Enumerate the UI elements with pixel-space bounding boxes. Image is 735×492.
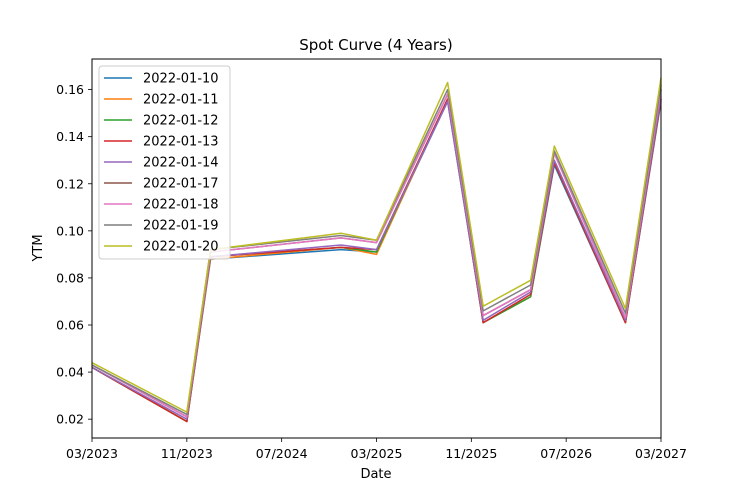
y-tick-label-3: 0.08: [56, 270, 84, 285]
y-tick-label-0: 0.02: [56, 412, 84, 427]
x-axis-label: Date: [360, 467, 391, 482]
legend-label-7: 2022-01-19: [143, 219, 219, 234]
legend-label-2: 2022-01-12: [143, 114, 219, 129]
x-tick-label-5: 07/2026: [540, 446, 592, 461]
y-tick-label-2: 0.06: [56, 318, 84, 333]
y-tick-label-1: 0.04: [56, 365, 84, 380]
x-tick-label-4: 11/2025: [445, 446, 497, 461]
x-tick-label-0: 03/2023: [66, 446, 118, 461]
plot-lines: [91, 77, 662, 423]
legend-box: [98, 65, 231, 260]
y-tick-label-7: 0.16: [56, 82, 84, 97]
legend: 2022-01-10 2022-01-11 2022-01-12 2022-01-13…: [98, 65, 231, 260]
x-tick-label-2: 07/2024: [256, 446, 308, 461]
x-axis: 03/2023 11/2023 07/2024 03/2025 11/2025 07/20…: [66, 438, 687, 461]
y-tick-label-4: 0.10: [56, 223, 84, 238]
x-tick-label-1: 11/2023: [161, 446, 213, 461]
legend-label-4: 2022-01-14: [143, 156, 219, 171]
x-tick-label-3: 03/2025: [351, 446, 403, 461]
legend-label-3: 2022-01-13: [143, 135, 219, 150]
y-axis-label: YTM: [31, 234, 46, 262]
y-axis: 0.02 0.04 0.06 0.08 0.10 0.12 0.14 0.16: [56, 82, 92, 427]
legend-label-6: 2022-01-18: [143, 198, 219, 213]
series-line-8: [91, 77, 662, 413]
x-tick-label-6: 03/2027: [635, 446, 687, 461]
legend-label-0: 2022-01-10: [143, 72, 219, 87]
y-tick-label-5: 0.12: [56, 176, 84, 191]
legend-label-8: 2022-01-20: [143, 240, 219, 255]
chart-title: Spot Curve (4 Years): [299, 36, 452, 54]
legend-label-1: 2022-01-11: [143, 93, 219, 108]
y-tick-label-6: 0.14: [56, 129, 84, 144]
legend-label-5: 2022-01-17: [143, 177, 219, 192]
